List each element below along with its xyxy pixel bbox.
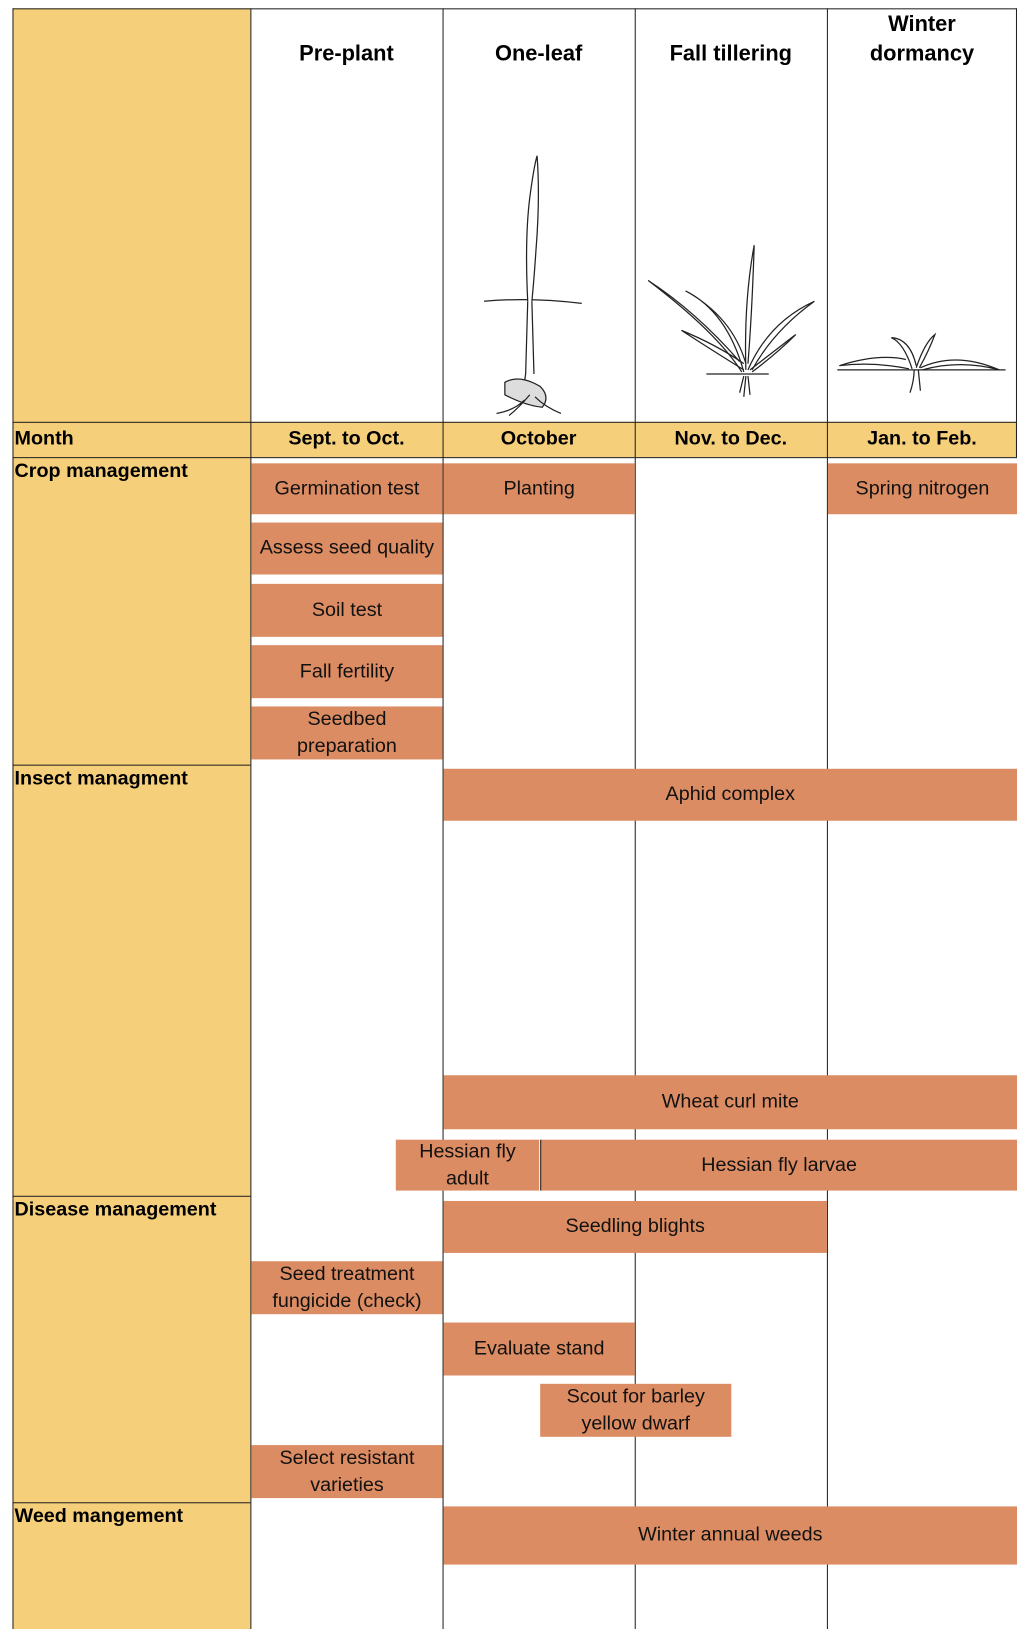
task-bar: Seedbed preparation bbox=[251, 706, 443, 760]
stage-label: Fall tillering bbox=[669, 41, 793, 66]
border-line bbox=[1015, 8, 1017, 458]
task-bar: Spring nitrogen bbox=[827, 463, 1017, 515]
column-line bbox=[442, 8, 444, 1629]
month-cell: Jan. to Feb. bbox=[867, 428, 977, 450]
month-cell: October bbox=[500, 428, 577, 450]
task-bar: Wheat curl mite bbox=[443, 1075, 1017, 1130]
task-bar: Assess seed quality bbox=[251, 522, 443, 575]
section-title: Disease management bbox=[14, 1198, 217, 1221]
section-title: Weed mangement bbox=[14, 1505, 184, 1528]
task-bar: Germination test bbox=[251, 463, 443, 515]
section-line bbox=[12, 1195, 251, 1197]
section-line bbox=[12, 1502, 251, 1504]
task-bar: Planting bbox=[443, 463, 635, 515]
stage-label: Winter dormancy bbox=[869, 12, 975, 66]
border-line bbox=[12, 8, 14, 1629]
task-bar: Soil test bbox=[251, 583, 443, 637]
section-title: Crop management bbox=[14, 460, 188, 483]
task-bar: Seedling blights bbox=[443, 1200, 827, 1253]
border-line bbox=[12, 8, 1017, 10]
task-bar: Hessian fly adult bbox=[395, 1139, 540, 1191]
task-bar: Aphid complex bbox=[443, 768, 1017, 821]
section-line bbox=[12, 764, 251, 766]
border-line bbox=[12, 421, 1017, 423]
task-bar: Seed treatment fungicide (check) bbox=[251, 1261, 443, 1315]
stage-label: Pre-plant bbox=[299, 41, 394, 66]
task-bar: Scout for barley yellow dwarf bbox=[540, 1383, 732, 1437]
task-bar: Winter annual weeds bbox=[443, 1506, 1017, 1565]
left-column bbox=[12, 8, 251, 1629]
section-title: Insect managment bbox=[14, 767, 188, 790]
task-bar: Fall fertility bbox=[251, 645, 443, 699]
border-line bbox=[12, 457, 1017, 459]
month-cell: Sept. to Oct. bbox=[288, 428, 405, 450]
task-bar: Hessian fly larvae bbox=[540, 1139, 1017, 1191]
task-bar: Select resistant varieties bbox=[251, 1445, 443, 1499]
task-bar: Evaluate stand bbox=[443, 1322, 635, 1376]
border-line bbox=[250, 8, 252, 1629]
month-cell: Nov. to Dec. bbox=[674, 428, 788, 450]
month-label: Month bbox=[14, 428, 74, 450]
month-row-bg bbox=[12, 421, 1017, 458]
stage-label: One-leaf bbox=[494, 41, 583, 66]
